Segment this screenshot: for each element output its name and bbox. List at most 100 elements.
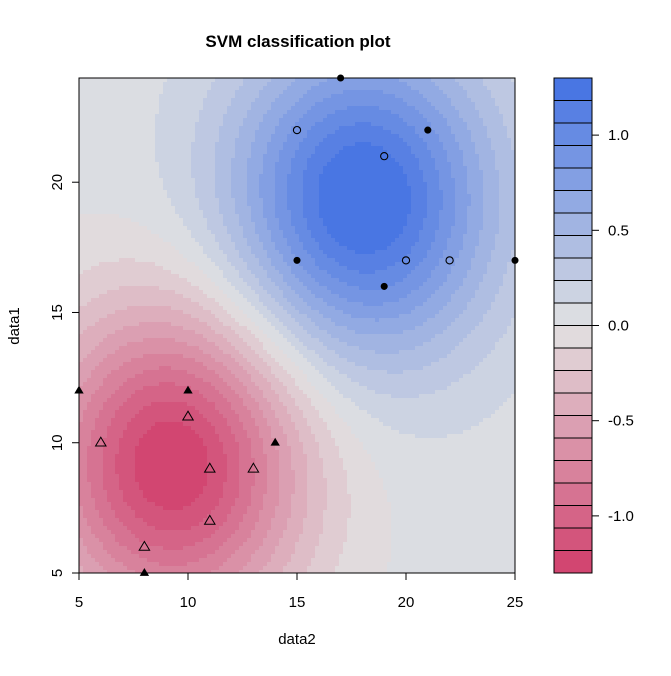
surface-cell (107, 546, 112, 551)
surface-cell (199, 570, 204, 574)
surface-cell (87, 90, 92, 95)
surface-cell (123, 378, 128, 383)
surface-cell (147, 210, 152, 215)
surface-cell (211, 546, 216, 551)
surface-cell (135, 206, 140, 211)
surface-cell (159, 298, 164, 303)
surface-cell (211, 314, 216, 319)
surface-cell (159, 510, 164, 515)
surface-cell (99, 346, 104, 351)
surface-cell (171, 262, 176, 267)
surface-cell (107, 454, 112, 459)
surface-cell (131, 222, 136, 227)
surface-cell (179, 546, 184, 551)
surface-cell (107, 178, 112, 183)
surface-cell (103, 374, 108, 379)
surface-cell (191, 162, 196, 167)
surface-cell (187, 178, 192, 183)
surface-cell (79, 298, 84, 303)
surface-cell (79, 238, 84, 243)
surface-cell (223, 162, 228, 167)
surface-cell (179, 522, 184, 527)
surface-cell (79, 142, 84, 147)
surface-cell (103, 218, 108, 223)
surface-cell (131, 194, 136, 199)
surface-cell (83, 118, 88, 123)
surface-cell (223, 406, 228, 411)
surface-cell (203, 102, 208, 107)
surface-cell (119, 434, 124, 439)
surface-cell (79, 438, 84, 443)
surface-cell (135, 118, 140, 123)
surface-cell (123, 498, 128, 503)
surface-cell (235, 522, 240, 527)
surface-cell (191, 566, 196, 571)
surface-cell (179, 330, 184, 335)
surface-cell (187, 154, 192, 159)
surface-cell (223, 558, 228, 563)
surface-cell (159, 494, 164, 499)
surface-cell (215, 382, 220, 387)
surface-cell (107, 430, 112, 435)
surface-cell (135, 526, 140, 531)
surface-cell (203, 530, 208, 535)
surface-cell (207, 410, 212, 415)
surface-cell (199, 118, 204, 123)
surface-cell (215, 186, 220, 191)
surface-cell (179, 86, 184, 91)
surface-cell (179, 450, 184, 455)
surface-cell (183, 98, 188, 103)
surface-cell (175, 342, 180, 347)
surface-cell (183, 162, 188, 167)
surface-cell (207, 158, 212, 163)
surface-cell (91, 358, 96, 363)
surface-cell (99, 530, 104, 535)
surface-cell (167, 514, 172, 519)
surface-cell (79, 154, 84, 159)
surface-cell (227, 334, 232, 339)
surface-cell (143, 290, 148, 295)
surface-cell (203, 274, 208, 279)
surface-cell (167, 102, 172, 107)
surface-cell (127, 186, 132, 191)
surface-cell (139, 274, 144, 279)
surface-cell (183, 546, 188, 551)
surface-cell (211, 206, 216, 211)
surface-cell (227, 94, 232, 99)
surface-cell (107, 90, 112, 95)
surface-cell (127, 266, 132, 271)
surface-cell (127, 474, 132, 479)
surface-cell (191, 562, 196, 567)
surface-cell (167, 346, 172, 351)
surface-cell (131, 146, 136, 151)
surface-cell (147, 514, 152, 519)
surface-cell (119, 406, 124, 411)
surface-cell (191, 378, 196, 383)
surface-cell (239, 198, 244, 203)
surface-cell (175, 478, 180, 483)
surface-cell (79, 422, 84, 427)
surface-cell (91, 554, 96, 559)
surface-cell (83, 526, 88, 531)
surface-cell (191, 518, 196, 523)
surface-cell (223, 114, 228, 119)
surface-cell (139, 550, 144, 555)
surface-cell (195, 474, 200, 479)
surface-cell (211, 422, 216, 427)
surface-cell (175, 390, 180, 395)
surface-cell (231, 166, 236, 171)
surface-cell (155, 210, 160, 215)
surface-cell (131, 346, 136, 351)
surface-cell (211, 114, 216, 119)
surface-cell (175, 154, 180, 159)
surface-cell (99, 510, 104, 515)
surface-cell (111, 274, 116, 279)
surface-cell (111, 166, 116, 171)
surface-cell (191, 130, 196, 135)
surface-cell (163, 298, 168, 303)
surface-cell (195, 298, 200, 303)
surface-cell (191, 422, 196, 427)
surface-cell (215, 514, 220, 519)
surface-cell (211, 318, 216, 323)
surface-cell (143, 86, 148, 91)
